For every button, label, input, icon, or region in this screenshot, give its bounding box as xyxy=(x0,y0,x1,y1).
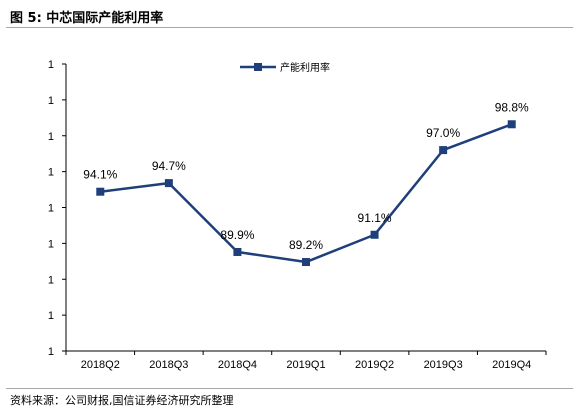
x-tick-label: 2018Q3 xyxy=(149,359,188,371)
data-point xyxy=(233,247,242,256)
data-point xyxy=(302,258,310,267)
data-point xyxy=(96,187,105,196)
y-tick-label: 1 xyxy=(48,167,54,179)
data-label: 98.8% xyxy=(495,100,529,114)
figure-title-bar: 图 5: 中芯国际产能利用率 xyxy=(6,4,573,28)
data-label: 97.0% xyxy=(426,126,460,140)
x-tick-label: 2019Q1 xyxy=(286,359,325,371)
x-tick-label: 2019Q3 xyxy=(424,359,463,371)
y-tick-label: 1 xyxy=(48,59,54,71)
data-label: 91.1% xyxy=(358,211,392,225)
x-tick-label: 2019Q2 xyxy=(355,359,394,371)
data-point xyxy=(507,120,516,129)
data-point xyxy=(164,179,173,188)
x-tick-label: 2019Q4 xyxy=(492,359,531,371)
data-label: 94.7% xyxy=(152,159,186,173)
data-label: 94.1% xyxy=(83,168,117,182)
legend-label: 产能利用率 xyxy=(280,61,330,74)
x-tick-label: 2018Q4 xyxy=(218,359,257,371)
legend-marker xyxy=(254,63,262,71)
data-label: 89.9% xyxy=(220,228,254,242)
y-tick-label: 1 xyxy=(48,95,54,107)
y-tick-label: 1 xyxy=(48,203,54,215)
data-label: 89.2% xyxy=(289,238,323,252)
title-divider xyxy=(6,27,573,28)
figure-title: 图 5: 中芯国际产能利用率 xyxy=(10,11,164,26)
y-tick-label: 1 xyxy=(48,238,54,250)
source-note: 资料来源：公司财报,国信证券经济研究所整理 xyxy=(10,394,234,407)
y-tick-label: 1 xyxy=(48,346,54,358)
data-point xyxy=(370,230,379,239)
y-tick-label: 1 xyxy=(48,310,54,322)
data-point xyxy=(439,146,448,155)
y-tick-label: 1 xyxy=(48,131,54,143)
source-divider xyxy=(6,388,573,389)
x-tick-label: 2018Q2 xyxy=(81,359,120,371)
y-tick-label: 1 xyxy=(48,274,54,286)
